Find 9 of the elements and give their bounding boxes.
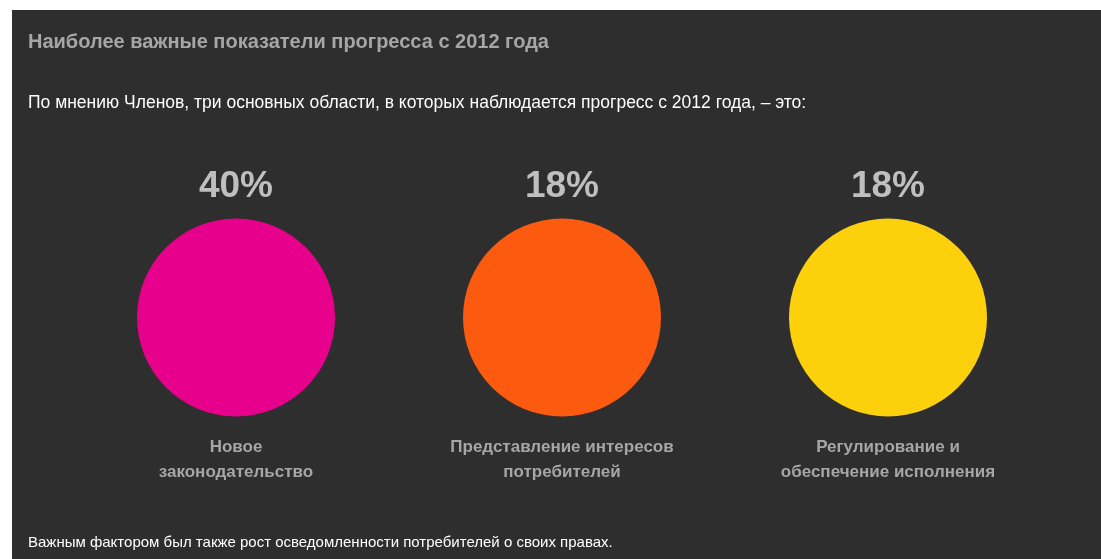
category-label: Новое законодательство	[158, 436, 314, 481]
data-label: 18%	[850, 163, 926, 205]
text: Наиболее важные показатели прогресса с 2012 года	[28, 30, 549, 53]
category-label: Регулирование и обеспечение исполнения	[780, 436, 996, 481]
data-label: 40%	[198, 163, 274, 205]
category-label: Представление интересов потребителей	[450, 436, 674, 481]
data-label: 18%	[524, 163, 600, 205]
text: По мнению Членов, три основных области, в которых наблюдается прогресс с 2012 года, – это:	[28, 92, 807, 113]
text: Важным фактором был также рост осведомленности потребителей о своих правах.	[28, 533, 613, 550]
